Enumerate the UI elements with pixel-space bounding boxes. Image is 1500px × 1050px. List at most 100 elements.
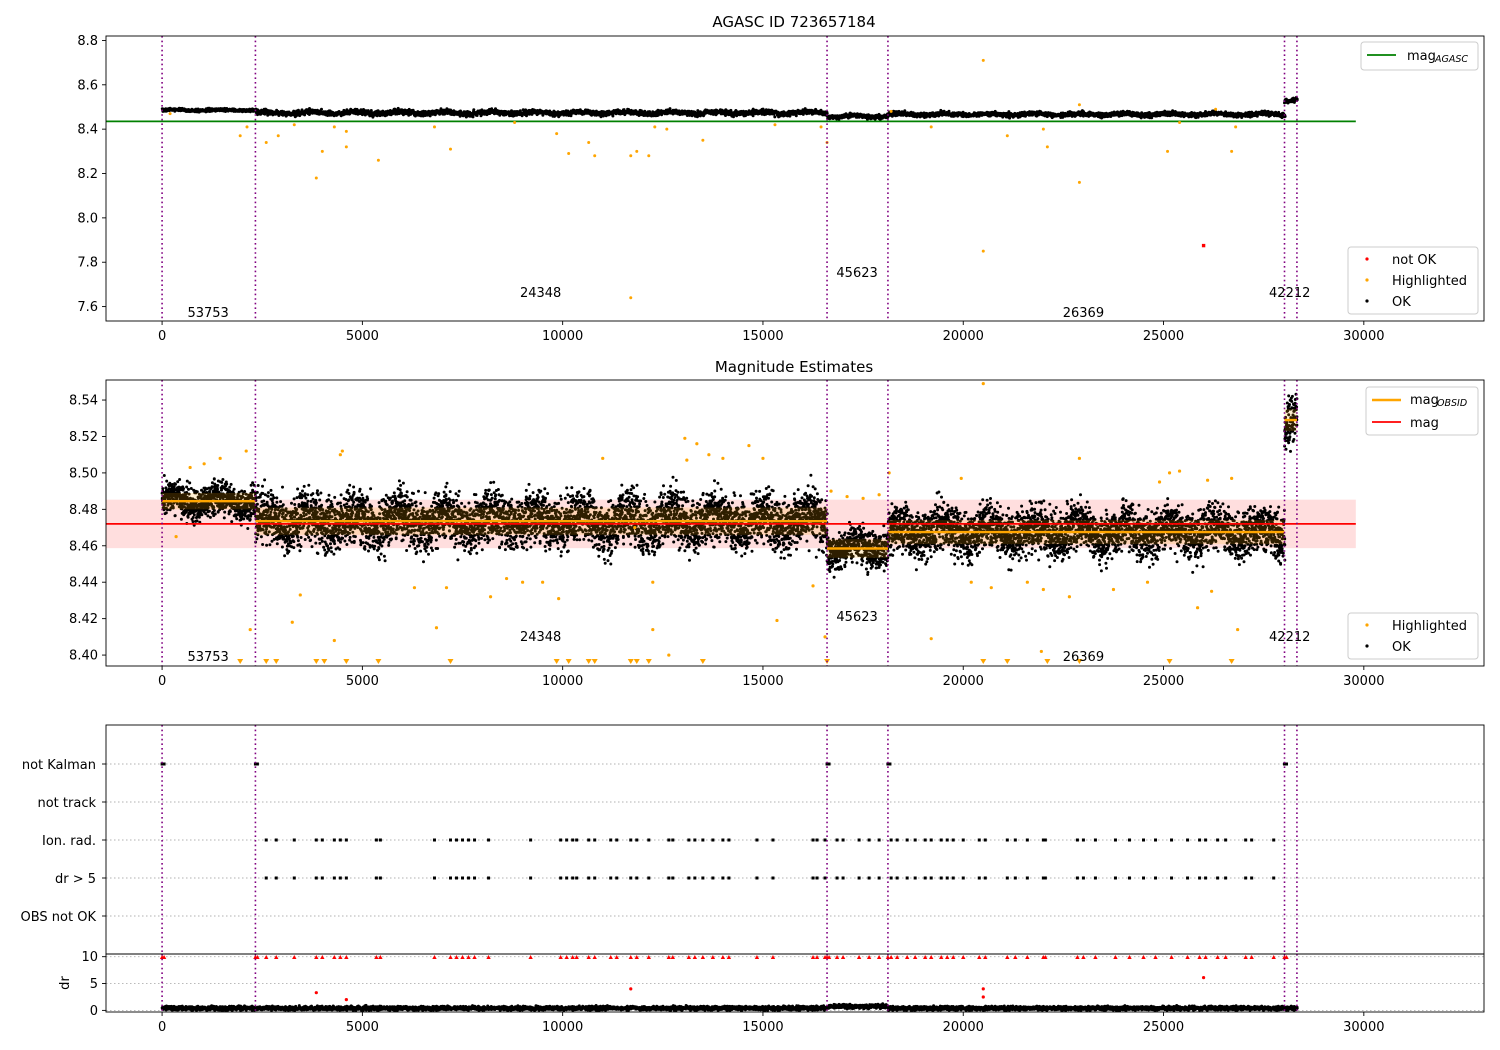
agasc-highlighted-point [168,112,172,116]
magnitude-ok-points [1283,392,1299,453]
magnitude-y-tick-label: 8.54 [69,394,98,409]
flags-event-marker [923,838,927,842]
flags-event-marker [1041,838,1045,842]
agasc-obs-label: 45623 [836,266,877,281]
flags-event-marker [1043,876,1047,880]
dr-y-tick-label: 0 [90,1004,98,1019]
agasc-x-tick-label: 30000 [1343,329,1384,344]
dr-clipped-point [1153,954,1158,959]
magnitude-off-scale-marker [1044,659,1051,664]
flags-event-marker [771,838,775,842]
agasc-obs-label: 24348 [520,286,561,301]
flags-event-marker [253,762,257,766]
flags-event-marker [721,838,725,842]
magnitude-highlighted-point [202,462,206,466]
flags-event-marker [721,876,725,880]
dr-clipped-point [1197,954,1202,959]
flags-event-marker [929,876,933,880]
magnitude-highlighted-point [823,635,827,639]
dr-clipped-point [670,954,676,959]
flags-event-marker [292,876,296,880]
flags-event-marker [929,838,933,842]
flags-event-marker [1041,876,1045,880]
magnitude-highlighted-point [667,653,671,657]
agasc-highlighted-point [1178,120,1182,124]
flags-event-marker [711,876,715,880]
flags-event-marker [1170,876,1174,880]
agasc-legend-entry: OK [1392,295,1411,310]
agasc-highlighted-point [1045,145,1049,149]
flags-event-marker [823,838,827,842]
dr-outlier-point [981,987,985,991]
dr-clipped-point [1141,954,1146,959]
flags-event-marker [867,876,871,880]
flags-event-marker [811,876,815,880]
flags-category-label: OBS not OK [21,910,97,925]
flags-event-marker [160,762,164,766]
magnitude-x-tick-label: 15000 [742,674,783,689]
dr-clipped-point [1169,954,1174,959]
agasc-highlighted-point [555,132,559,136]
flags-event-marker [687,876,691,880]
agasc-highlighted-point [889,109,893,113]
flags-event-marker [888,762,892,766]
dr-clipped-point [1223,954,1228,959]
flags-event-marker [467,838,471,842]
magnitude-legend-entry: OK [1392,640,1411,655]
dr-clipped-point [292,954,297,959]
flags-event-marker [939,876,943,880]
flags-event-marker [593,838,597,842]
dr-clipped-point [726,954,732,959]
flags-event-marker [455,838,459,842]
dr-clipped-point [686,954,692,959]
dr-clipped-point [264,954,269,959]
agasc-highlighted-point [819,125,823,129]
dr-axes-frame [105,953,1485,1013]
agasc-highlighted-point [629,296,633,300]
flags-event-marker [274,838,278,842]
flags-event-marker [449,876,452,880]
agasc-y-tick-label: 8.2 [77,167,98,182]
dr-outlier-point [344,998,348,1002]
flags-event-marker [867,838,871,842]
magnitude-off-scale-marker [645,659,652,664]
dr-clipped-point [826,954,832,959]
flags-event-marker [913,876,917,880]
flags-event-marker [945,838,949,842]
dr-clipped-point [977,954,982,959]
magnitude-highlighted-point [861,496,865,501]
magnitude-off-scale-marker [1228,659,1235,664]
dr-x-tick-label: 25000 [1143,1020,1184,1035]
magnitude-highlighted-point [1157,480,1162,484]
flags-event-marker [609,876,613,880]
magnitude-highlighted-point [340,449,344,453]
dr-clipped-point [486,954,491,959]
flags-event-marker [575,876,579,880]
dr-clipped-point [344,954,349,959]
flags-event-marker [647,838,651,842]
magnitude-highlighted-point [929,637,933,641]
flags-event-marker [1186,876,1190,880]
magnitude-highlighted-point [521,580,525,584]
agasc-x-tick-label: 5000 [346,329,379,344]
dr-clipped-point [894,954,900,959]
agasc-axes-frame [105,35,1485,322]
dr-clipped-point [1013,954,1018,959]
dr-clipped-point [161,954,167,959]
dr-clipped-point [810,954,816,959]
flags-event-marker [771,876,775,880]
agasc-highlighted-point [292,123,296,127]
magnitude-highlighted-point [877,493,881,497]
agasc-highlighted-point [1230,149,1234,153]
flags-event-marker [1244,876,1248,880]
flags-event-marker [693,838,697,842]
flags-event-marker [1025,876,1029,880]
flags-event-marker [320,876,324,880]
dr-clipped-point [700,954,706,959]
agasc-legend-label: mag [1407,49,1436,64]
magnitude-highlighted-point [1236,627,1240,632]
magnitude-highlighted-point [747,443,751,448]
dr-ok-points [160,1002,1299,1012]
flags-event-marker [432,838,436,842]
